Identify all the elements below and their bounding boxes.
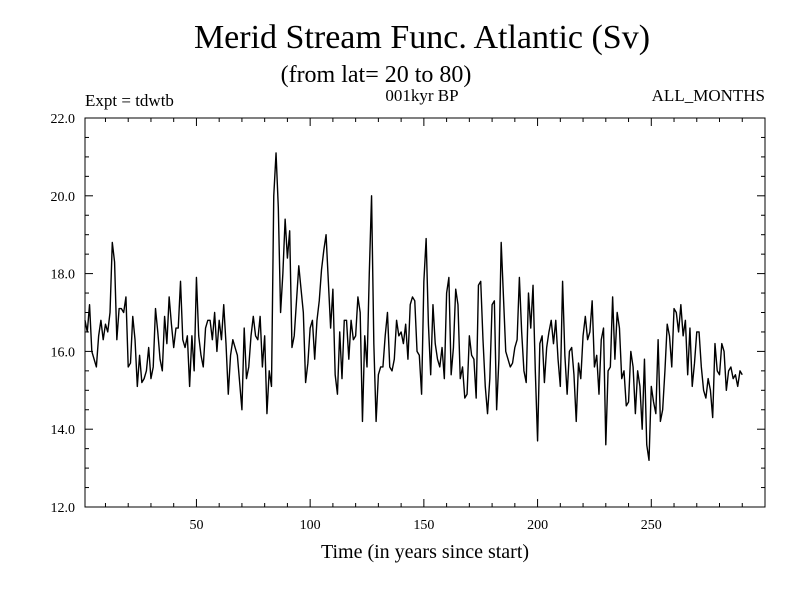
- x-tick-label: 200: [527, 518, 548, 533]
- y-tick-label: 18.0: [51, 268, 76, 283]
- y-tick-label: 22.0: [51, 112, 76, 127]
- experiment-label: Expt = tdwtb: [85, 91, 174, 110]
- x-axis-label: Time (in years since start): [321, 541, 529, 563]
- y-tick-label: 12.0: [51, 501, 76, 516]
- x-tick-label: 250: [641, 518, 662, 533]
- chart-subtitle: (from lat= 20 to 80): [281, 62, 472, 88]
- period-label: 001kyr BP: [385, 86, 458, 105]
- series-line: [84, 152, 743, 462]
- x-tick-label: 100: [300, 518, 321, 533]
- x-tick-label: 50: [189, 518, 203, 533]
- months-label: ALL_MONTHS: [652, 86, 765, 105]
- y-tick-label: 14.0: [51, 423, 76, 438]
- x-tick-label: 150: [413, 518, 434, 533]
- axis-ticks: [85, 117, 766, 508]
- axis-tick-labels: 12.0 14.0 16.0 18.0 20.0 22.0 50 100 150 200 250: [51, 112, 662, 533]
- chart-title: Merid Stream Func. Atlantic (Sv): [194, 19, 650, 56]
- y-tick-label: 20.0: [51, 190, 76, 205]
- plot-frame: [84, 117, 766, 508]
- y-tick-label: 16.0: [51, 345, 76, 360]
